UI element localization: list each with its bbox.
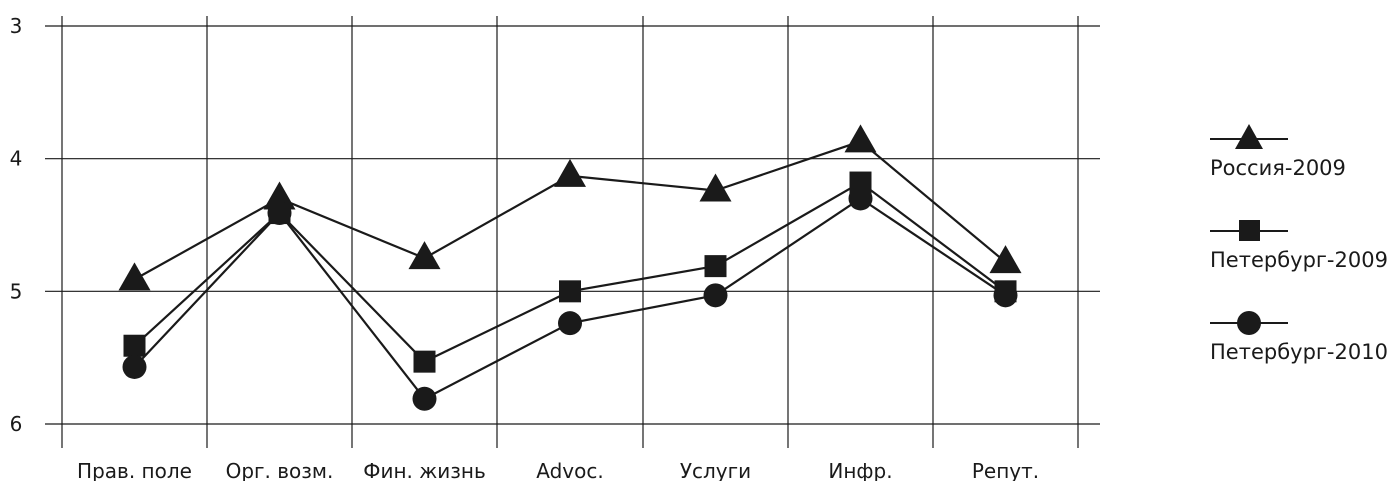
data-point-circle — [267, 201, 292, 226]
data-point-triangle — [989, 245, 1022, 274]
legend-label: Петербург-2009 — [1210, 248, 1388, 272]
y-tick-label: 6 — [10, 412, 23, 436]
y-tick-label: 5 — [10, 279, 23, 303]
legend-label: Россия-2009 — [1210, 156, 1346, 180]
chart-legend: Россия-2009 Петербург-2009 Петербург-201… — [1210, 120, 1400, 396]
series-triangle — [118, 124, 1022, 291]
series-square — [123, 171, 1017, 373]
x-tick-label: Фин. жизнь — [363, 459, 486, 481]
data-point-triangle — [118, 262, 151, 291]
data-point-circle — [993, 283, 1018, 308]
y-tick-label: 4 — [10, 147, 23, 171]
data-point-circle — [122, 354, 147, 379]
legend-square-marker-icon — [1210, 220, 1288, 241]
x-tick-label: Инфр. — [828, 459, 892, 481]
data-point-square — [704, 255, 727, 278]
data-point-triangle — [699, 173, 732, 202]
data-point-square — [123, 334, 146, 357]
legend-triangle-marker-icon — [1210, 124, 1288, 149]
x-tick-label: Репут. — [972, 459, 1039, 481]
x-tick-label: Орг. возм. — [226, 459, 334, 481]
x-tick-label: Advoc. — [536, 459, 603, 481]
legend-item-petersburg-2009: Петербург-2009 — [1210, 212, 1400, 304]
data-point-square — [413, 350, 436, 373]
series-circle — [122, 186, 1018, 411]
data-point-circle — [848, 186, 873, 211]
data-point-circle — [558, 311, 582, 336]
data-point-triangle — [554, 158, 586, 187]
legend-item-petersburg-2010: Петербург-2010 — [1210, 304, 1400, 396]
chart-series — [118, 124, 1022, 411]
data-point-circle — [703, 283, 728, 308]
x-tick-label: Прав. поле — [77, 459, 192, 481]
chart-grid — [45, 16, 1100, 448]
y-tick-label: 3 — [10, 14, 23, 38]
line-chart: 3 4 5 6 Прав. поле Орг. возм. Фин. жизнь Advoc… — [10, 14, 1100, 481]
x-axis-ticks: Прав. поле Орг. возм. Фин. жизнь Advoc. Услу… — [77, 459, 1039, 481]
legend-label: Петербург-2010 — [1210, 340, 1388, 364]
data-point-triangle — [844, 124, 877, 153]
y-axis-ticks: 3 4 5 6 — [10, 14, 23, 436]
x-tick-label: Услуги — [680, 459, 751, 481]
legend-item-russia-2009: Россия-2009 — [1210, 120, 1400, 212]
data-point-square — [559, 280, 581, 303]
data-point-circle — [412, 386, 437, 411]
data-point-triangle — [408, 241, 441, 270]
legend-circle-marker-icon — [1210, 311, 1288, 335]
